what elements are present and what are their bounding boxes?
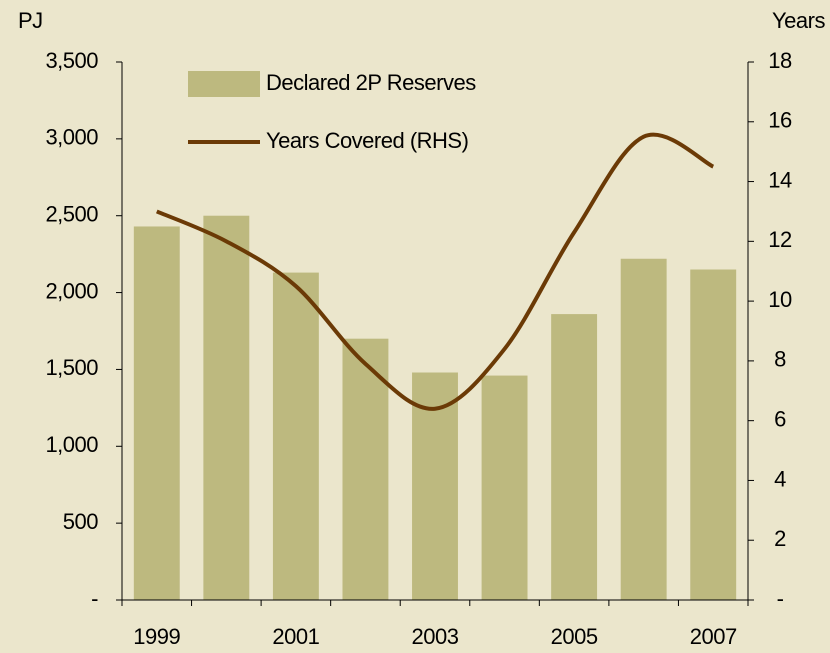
y-tick-label: 1,500 xyxy=(45,355,98,380)
y2-tick-label: 4 xyxy=(774,466,786,491)
x-tick-label: 2003 xyxy=(412,624,459,649)
bar xyxy=(203,215,250,600)
y2-tick-label: 6 xyxy=(774,406,786,431)
bar xyxy=(551,314,598,600)
y2-tick-label: 16 xyxy=(768,108,792,133)
y2-tick-label: 8 xyxy=(774,347,786,372)
y2-tick-label: 12 xyxy=(768,227,792,252)
y2-tick-label: 14 xyxy=(768,167,792,192)
y-tick-label: 500 xyxy=(63,509,98,534)
y2-tick-label: 10 xyxy=(768,287,792,312)
y-axis-label: PJ xyxy=(18,8,43,33)
y-tick-label: 1,000 xyxy=(45,432,98,457)
x-tick-label: 1999 xyxy=(133,624,180,649)
line xyxy=(155,132,715,411)
legend-label: Years Covered (RHS) xyxy=(266,128,468,153)
bar xyxy=(133,226,180,600)
bar xyxy=(620,258,667,600)
y-tick-label: 2,500 xyxy=(45,202,98,227)
bar xyxy=(272,272,319,600)
bar xyxy=(342,338,389,600)
y2-axis-label: Years xyxy=(772,8,825,33)
bar xyxy=(690,269,737,600)
y2-tick-label: - xyxy=(777,586,784,611)
y-tick-label: 3,500 xyxy=(45,48,98,73)
x-tick-label: 2001 xyxy=(272,624,319,649)
x-tick-label: 2005 xyxy=(551,624,598,649)
y-tick-label: 2,000 xyxy=(45,278,98,303)
y2-tick-label: 2 xyxy=(774,526,786,551)
y2-tick-label: 18 xyxy=(768,48,792,73)
y-tick-label: 3,000 xyxy=(45,125,98,150)
legend-label: Declared 2P Reserves xyxy=(266,70,476,95)
y-tick-label: - xyxy=(91,586,98,611)
legend-swatch xyxy=(188,71,260,97)
bar xyxy=(481,375,528,600)
x-tick-label: 2007 xyxy=(690,624,737,649)
